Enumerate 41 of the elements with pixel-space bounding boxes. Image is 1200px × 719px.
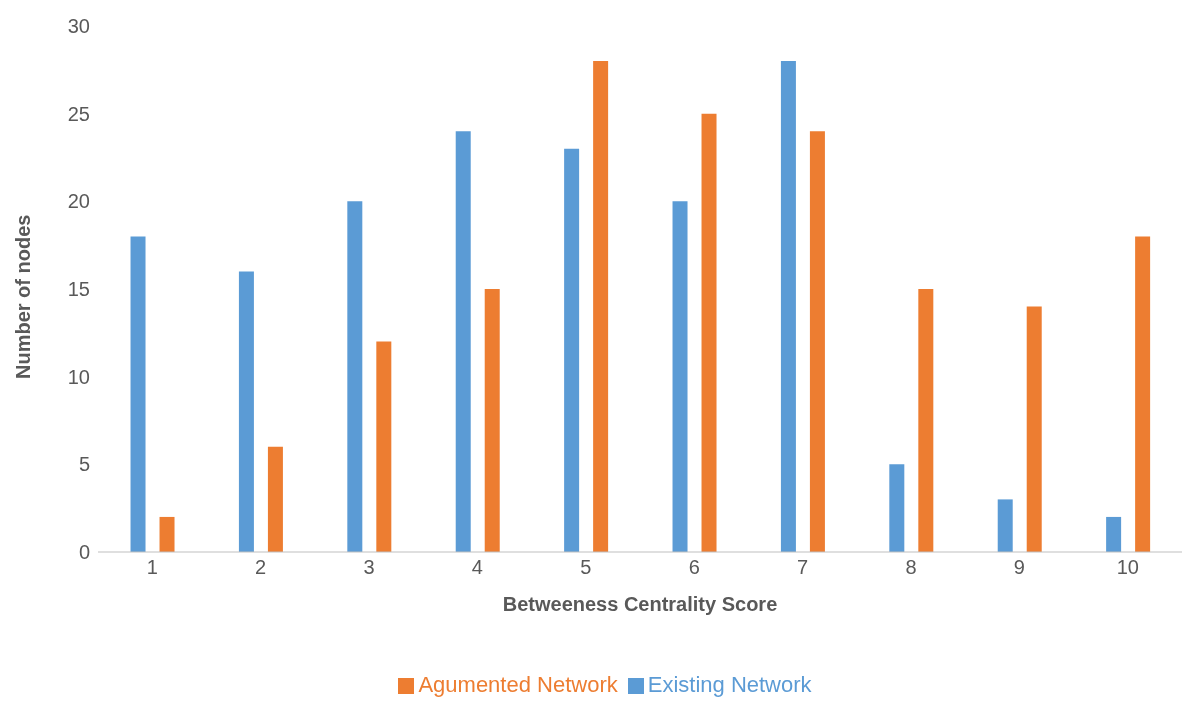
y-tick-label: 15 — [67, 278, 90, 301]
x-tick-label: 5 — [580, 556, 592, 579]
bar — [918, 289, 934, 552]
bar — [1026, 306, 1042, 552]
x-tick-label: 1 — [146, 556, 158, 579]
bar — [672, 201, 688, 552]
x-tick-label: 2 — [255, 556, 267, 579]
bar — [238, 271, 254, 552]
y-tick-label: 25 — [67, 102, 90, 125]
bar — [455, 131, 471, 552]
y-tick-label: 0 — [78, 541, 90, 564]
bar — [376, 341, 392, 552]
x-tick-label: 10 — [1116, 556, 1139, 579]
bar — [889, 464, 905, 552]
bar — [1106, 516, 1122, 552]
bar — [267, 446, 283, 552]
y-tick-label: 5 — [78, 453, 90, 476]
y-tick-label: 20 — [67, 190, 90, 213]
bar — [780, 61, 796, 552]
x-axis-title: Betweeness Centrality Score — [502, 593, 778, 616]
y-tick-label: 10 — [67, 365, 90, 388]
bar — [484, 289, 500, 552]
y-tick-label: 30 — [67, 15, 90, 38]
bar — [809, 131, 825, 552]
bar — [593, 61, 609, 552]
legend-label: Agumented Network — [418, 672, 618, 697]
bar — [1135, 236, 1151, 552]
bar — [997, 499, 1013, 552]
x-tick-label: 4 — [471, 556, 483, 579]
bar — [701, 113, 717, 552]
x-tick-label: 7 — [797, 556, 809, 579]
x-tick-label: 3 — [363, 556, 375, 579]
x-tick-label: 8 — [905, 556, 917, 579]
bar — [159, 516, 175, 552]
bar — [347, 201, 363, 552]
legend-label: Existing Network — [647, 672, 812, 697]
y-axis-title: Number of nodes — [12, 214, 35, 379]
x-tick-label: 9 — [1013, 556, 1025, 579]
x-tick-label: 6 — [688, 556, 700, 579]
bar — [130, 236, 146, 552]
bar — [564, 148, 580, 552]
